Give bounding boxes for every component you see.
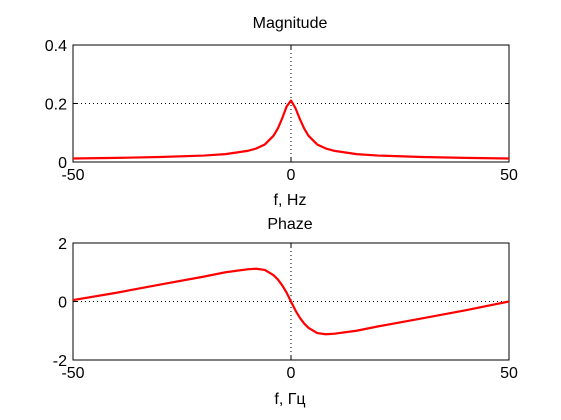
phase-ytick-label: 0 — [58, 295, 67, 312]
phase-plot: Phaze -50 0 50 -2 0 2 f, Гц — [53, 216, 518, 408]
magnitude-axes-frame — [72, 44, 510, 163]
magnitude-xtick-label: 0 — [287, 167, 296, 184]
phase-title: Phaze — [267, 216, 312, 233]
magnitude-ytick-label: 0.4 — [45, 38, 67, 55]
magnitude-grid — [73, 45, 509, 162]
phase-grid — [73, 243, 509, 360]
magnitude-title: Magnitude — [253, 15, 328, 32]
phase-ticks: -50 0 50 -2 0 2 — [53, 236, 518, 382]
phase-xtick-label: 50 — [500, 365, 518, 382]
phase-ytick-label: 2 — [58, 236, 67, 253]
magnitude-ytick-label: 0 — [58, 155, 67, 172]
magnitude-series-line — [72, 99, 510, 160]
phase-series-line — [72, 267, 510, 336]
phase-ytick-label: -2 — [53, 353, 67, 370]
magnitude-xtick-label: -50 — [61, 167, 84, 184]
phase-xlabel: f, Гц — [274, 391, 305, 408]
magnitude-ytick-label: 0.2 — [45, 97, 67, 114]
phase-xtick-label: -50 — [61, 365, 84, 382]
magnitude-xlabel: f, Hz — [274, 192, 307, 209]
phase-xtick-label: 0 — [287, 365, 296, 382]
magnitude-xtick-label: 50 — [500, 167, 518, 184]
